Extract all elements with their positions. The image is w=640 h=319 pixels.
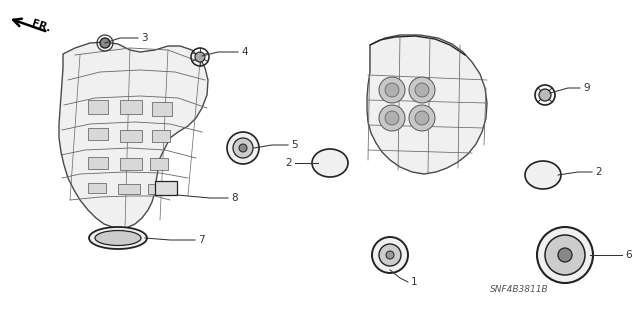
Text: 9: 9 xyxy=(583,83,589,93)
Circle shape xyxy=(558,248,572,262)
FancyBboxPatch shape xyxy=(88,157,108,169)
Ellipse shape xyxy=(89,227,147,249)
Text: SNF4B3811B: SNF4B3811B xyxy=(490,286,548,294)
FancyBboxPatch shape xyxy=(120,130,142,142)
Circle shape xyxy=(379,244,401,266)
Text: 1: 1 xyxy=(411,277,418,287)
Text: 3: 3 xyxy=(141,33,148,43)
Circle shape xyxy=(227,132,259,164)
Circle shape xyxy=(372,237,408,273)
Text: 8: 8 xyxy=(231,193,237,203)
FancyBboxPatch shape xyxy=(88,100,108,114)
FancyBboxPatch shape xyxy=(152,102,172,116)
Circle shape xyxy=(539,89,551,101)
Circle shape xyxy=(195,52,205,62)
Circle shape xyxy=(233,138,253,158)
Circle shape xyxy=(100,38,110,48)
Text: FR.: FR. xyxy=(30,18,51,34)
Circle shape xyxy=(409,77,435,103)
Circle shape xyxy=(379,77,405,103)
Polygon shape xyxy=(59,42,208,228)
Text: 2: 2 xyxy=(285,158,292,168)
Text: 6: 6 xyxy=(625,250,632,260)
FancyBboxPatch shape xyxy=(148,184,166,194)
Circle shape xyxy=(379,105,405,131)
FancyBboxPatch shape xyxy=(120,100,142,114)
Circle shape xyxy=(385,111,399,125)
Ellipse shape xyxy=(312,149,348,177)
Circle shape xyxy=(409,105,435,131)
Text: 5: 5 xyxy=(291,140,298,150)
Text: 2: 2 xyxy=(595,167,602,177)
Circle shape xyxy=(537,227,593,283)
FancyBboxPatch shape xyxy=(88,183,106,193)
Circle shape xyxy=(385,83,399,97)
Ellipse shape xyxy=(525,161,561,189)
FancyBboxPatch shape xyxy=(88,128,108,140)
FancyBboxPatch shape xyxy=(120,158,142,170)
FancyBboxPatch shape xyxy=(118,184,140,194)
Circle shape xyxy=(386,251,394,259)
Text: 7: 7 xyxy=(198,235,205,245)
Circle shape xyxy=(545,235,585,275)
Polygon shape xyxy=(367,35,487,174)
Circle shape xyxy=(239,144,247,152)
Text: 4: 4 xyxy=(241,47,248,57)
Circle shape xyxy=(415,111,429,125)
FancyBboxPatch shape xyxy=(150,158,168,170)
FancyBboxPatch shape xyxy=(152,130,170,142)
Bar xyxy=(155,181,177,195)
Ellipse shape xyxy=(95,231,141,246)
Circle shape xyxy=(415,83,429,97)
